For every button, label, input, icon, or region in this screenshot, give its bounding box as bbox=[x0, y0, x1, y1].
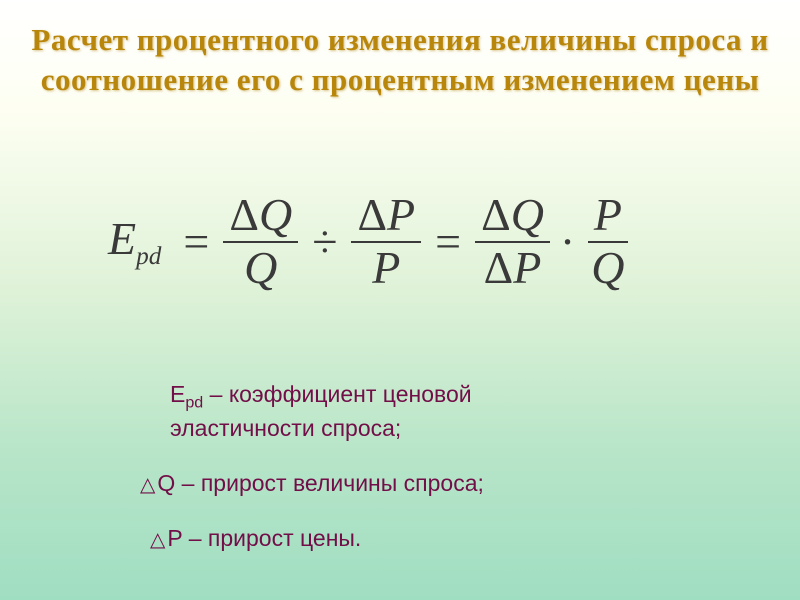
legend-p-text: P – прирост цены. bbox=[167, 525, 361, 551]
fraction-2: ΔP P bbox=[351, 190, 421, 293]
formula-lhs: Epd bbox=[100, 212, 169, 271]
formula: Epd = ΔQ Q ÷ ΔP P = ΔQ ΔP · P Q bbox=[100, 190, 630, 293]
triangle-icon: △ bbox=[150, 529, 167, 551]
title-line2: соотношение его с процентным изменением … bbox=[41, 62, 760, 97]
title-line1: Расчет процентного изменения величины сп… bbox=[31, 22, 768, 57]
frac2-den: P bbox=[366, 243, 406, 294]
triangle-icon: △ bbox=[140, 474, 157, 496]
frac3-den: ΔP bbox=[478, 243, 548, 294]
legend-q-text: Q – прирост величины спроса; bbox=[157, 470, 484, 496]
fraction-1: ΔQ Q bbox=[223, 190, 298, 293]
legend-q: △Q – прирост величины спроса; bbox=[140, 470, 484, 497]
fraction-3: ΔQ ΔP bbox=[475, 190, 550, 293]
frac3-num: ΔQ bbox=[475, 190, 550, 243]
legend-epd-text2: эластичности спроса; bbox=[170, 415, 401, 441]
formula-row: Epd = ΔQ Q ÷ ΔP P = ΔQ ΔP · P Q bbox=[100, 190, 630, 293]
lhs-var: E bbox=[108, 213, 136, 264]
equals-2: = bbox=[421, 215, 475, 268]
frac2-num: ΔP bbox=[351, 190, 421, 243]
legend-p: △P – прирост цены. bbox=[150, 525, 361, 552]
frac1-num: ΔQ bbox=[223, 190, 298, 243]
equals-1: = bbox=[169, 215, 223, 268]
frac1-den: Q bbox=[238, 243, 283, 294]
legend-epd-var: E bbox=[170, 381, 185, 407]
slide-title: Расчет процентного изменения величины сп… bbox=[0, 0, 800, 101]
lhs-sub: pd bbox=[136, 242, 161, 270]
legend-epd: Epd – коэффициент ценовой эластичности с… bbox=[170, 380, 630, 443]
frac4-num: P bbox=[588, 190, 628, 243]
fraction-4: P Q bbox=[585, 190, 630, 293]
legend-epd-text1: – коэффициент ценовой bbox=[203, 381, 471, 407]
multiply-dot: · bbox=[550, 215, 585, 268]
legend-epd-sub: pd bbox=[185, 394, 203, 412]
divide-sign: ÷ bbox=[298, 215, 351, 268]
frac4-den: Q bbox=[585, 243, 630, 294]
